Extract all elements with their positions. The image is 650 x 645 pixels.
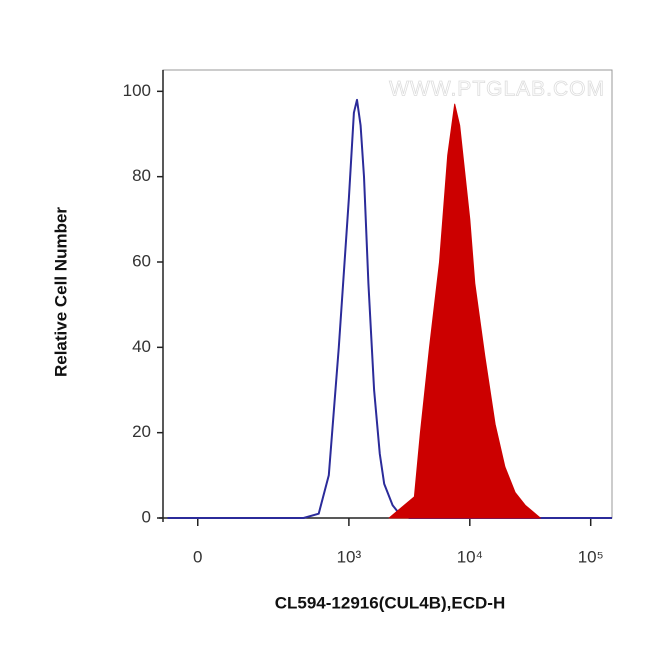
y-tick-label: 40 (132, 337, 151, 356)
x-axis-title: CL594-12916(CUL4B),ECD-H (275, 593, 506, 612)
x-tick-label: 0 (193, 547, 202, 566)
watermark: WWW.PTGLAB.COM (389, 78, 605, 101)
y-tick-label: 0 (142, 507, 151, 526)
histogram-area (388, 103, 541, 519)
x-tick-label: 10⁵ (578, 547, 604, 566)
x-tick-label: 10³ (337, 547, 362, 566)
y-tick-label: 60 (132, 251, 151, 270)
x-tick-label: 10⁴ (457, 547, 483, 566)
y-tick-label: 20 (132, 422, 151, 441)
plot-frame (162, 69, 613, 519)
y-tick-label: 100 (123, 81, 151, 100)
y-axis-title: Relative Cell Number (51, 207, 70, 377)
y-tick-label: 80 (132, 166, 151, 185)
histogram-line (167, 98, 612, 519)
